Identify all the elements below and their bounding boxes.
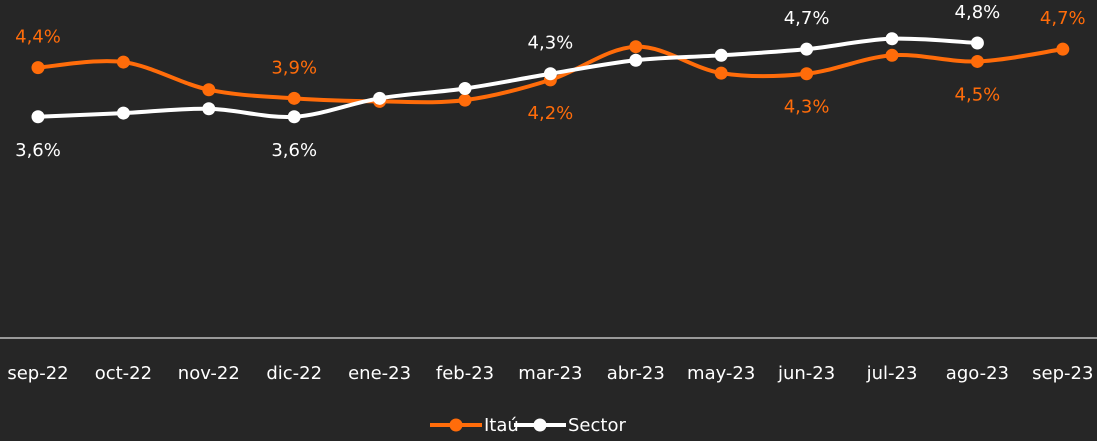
point [800, 67, 814, 81]
point [202, 83, 216, 97]
x-tick-label: dic-22 [266, 363, 322, 384]
data-label: 3,6% [15, 140, 61, 161]
point [629, 40, 643, 54]
data-label: 4,7% [784, 8, 830, 29]
x-tick-label: feb-23 [436, 363, 494, 384]
x-tick-label: sep-23 [1032, 363, 1093, 384]
data-label: 4,3% [784, 97, 830, 118]
point [373, 91, 387, 105]
x-tick-label: jul-23 [866, 363, 918, 384]
legend-label: Itaú [484, 415, 519, 436]
point [116, 106, 130, 120]
point [885, 48, 899, 62]
legend-marker [533, 418, 547, 432]
point [31, 110, 45, 124]
x-tick-label: jun-23 [777, 363, 835, 384]
point [287, 91, 301, 105]
data-label: 4,4% [15, 27, 61, 48]
point [714, 48, 728, 62]
data-label: 3,9% [271, 57, 317, 78]
point [458, 81, 472, 95]
point [31, 61, 45, 75]
data-label: 4,7% [1040, 8, 1086, 29]
series-line [37, 36, 978, 119]
point [800, 42, 814, 56]
x-tick-label: ene-23 [348, 363, 411, 384]
data-label: 4,3% [528, 33, 574, 54]
point [629, 53, 643, 67]
point [116, 55, 130, 69]
legend-marker [449, 418, 463, 432]
data-label: 3,6% [271, 140, 317, 161]
point [287, 110, 301, 124]
point [458, 93, 472, 107]
x-tick-label: oct-22 [95, 363, 152, 384]
x-tick-label: may-23 [687, 363, 755, 384]
x-tick-label: abr-23 [607, 363, 665, 384]
point [1056, 42, 1070, 56]
point [885, 32, 899, 46]
point [970, 54, 984, 68]
data-label: 4,8% [955, 2, 1001, 23]
legend-label: Sector [568, 415, 626, 436]
x-tick-label: nov-22 [178, 363, 240, 384]
point [714, 66, 728, 80]
x-tick-label: ago-23 [946, 363, 1009, 384]
data-label: 4,2% [528, 103, 574, 124]
point [543, 67, 557, 81]
x-tick-label: sep-22 [7, 363, 68, 384]
point [202, 102, 216, 116]
point [970, 36, 984, 50]
data-label: 4,5% [955, 84, 1001, 105]
x-tick-label: mar-23 [518, 363, 582, 384]
